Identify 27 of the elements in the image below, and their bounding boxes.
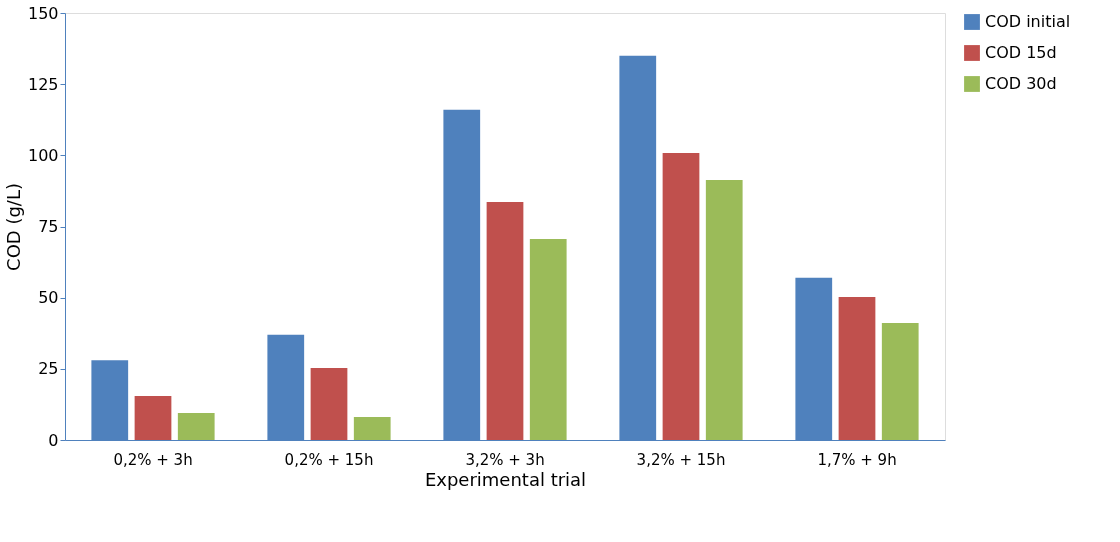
bar bbox=[134, 395, 172, 440]
legend-label: COD 30d bbox=[985, 74, 1057, 93]
bar bbox=[662, 153, 700, 440]
x-tick-label: 3,2% + 3h bbox=[465, 450, 545, 469]
y-axis-title: COD (g/L) bbox=[2, 183, 24, 271]
legend-label: COD 15d bbox=[985, 43, 1057, 62]
bar bbox=[353, 416, 391, 440]
legend-label: COD initial bbox=[985, 12, 1071, 31]
bar bbox=[705, 180, 743, 440]
bar bbox=[881, 323, 919, 440]
y-tick-label: 150 bbox=[27, 3, 59, 23]
x-tick-label: 3,2% + 15h bbox=[636, 450, 726, 469]
y-tick-label: 75 bbox=[38, 217, 59, 236]
bar bbox=[838, 297, 876, 440]
x-axis-title: Experimental trial bbox=[424, 468, 587, 490]
y-tick-label: 50 bbox=[38, 288, 59, 308]
bar bbox=[529, 239, 567, 440]
bar bbox=[177, 412, 215, 440]
y-tick-label: 125 bbox=[27, 74, 59, 94]
y-tick-label: 0 bbox=[48, 430, 59, 450]
x-tick-label: 1,7% + 9h bbox=[817, 450, 897, 469]
bar bbox=[310, 367, 348, 440]
x-tick-label: 0,2% + 15h bbox=[284, 450, 374, 469]
y-tick-label: 25 bbox=[38, 359, 59, 379]
bar bbox=[486, 202, 524, 440]
y-tick-label: 100 bbox=[27, 145, 59, 165]
x-tick-label: 0,2% + 3h bbox=[113, 450, 193, 469]
